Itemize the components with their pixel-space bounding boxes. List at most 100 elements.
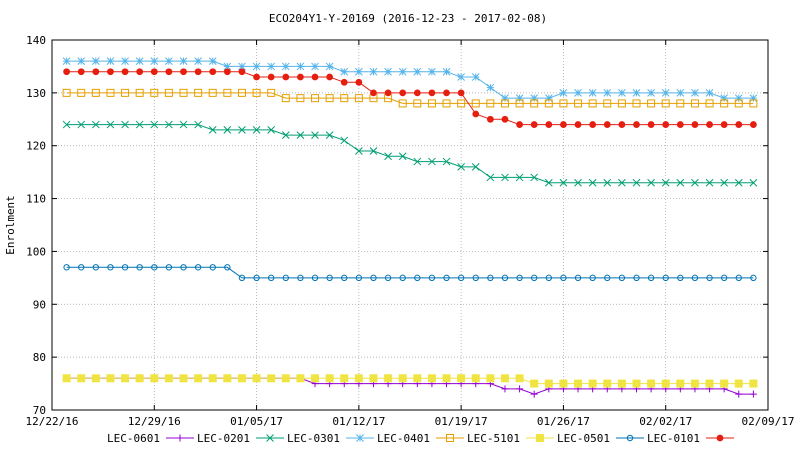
data-point <box>720 178 729 187</box>
data-point <box>107 68 114 76</box>
data-point <box>559 379 568 388</box>
data-point <box>471 163 480 171</box>
series-layer <box>62 57 758 398</box>
legend-entry-lec-5101: LEC-5101 <box>467 432 554 445</box>
data-point <box>413 157 422 166</box>
data-point <box>720 99 729 108</box>
data-point <box>443 274 450 282</box>
data-point <box>150 88 159 97</box>
data-point <box>223 62 232 71</box>
data-point <box>530 173 539 182</box>
data-point <box>501 115 509 123</box>
legend-label: LEC-0201 <box>197 432 250 445</box>
data-point <box>252 62 261 71</box>
data-point <box>530 94 539 102</box>
data-point <box>165 57 173 65</box>
data-point <box>165 68 173 76</box>
legend-entry-lec-0401: LEC-0401 <box>377 432 464 445</box>
data-point <box>194 57 202 65</box>
data-point <box>413 374 422 383</box>
data-point <box>676 89 685 97</box>
data-point <box>750 274 757 282</box>
data-point <box>515 173 524 182</box>
data-point <box>661 99 670 108</box>
data-point <box>632 178 641 187</box>
data-point <box>588 89 597 97</box>
data-point <box>398 67 407 76</box>
data-point <box>106 374 115 383</box>
data-point <box>427 99 436 108</box>
y-tick-label: 140 <box>26 34 46 47</box>
data-point <box>238 126 246 134</box>
data-point <box>690 379 699 388</box>
data-point <box>647 121 655 128</box>
data-point <box>398 152 407 161</box>
data-point <box>457 89 465 97</box>
data-point <box>531 274 538 282</box>
data-point <box>486 99 495 108</box>
data-point <box>705 89 714 97</box>
data-point <box>356 434 364 442</box>
data-point <box>676 99 685 108</box>
data-point <box>179 88 188 97</box>
data-point <box>208 88 217 97</box>
data-point <box>78 264 85 271</box>
data-point <box>384 152 392 161</box>
y-tick-label: 110 <box>26 193 46 206</box>
data-point <box>62 374 71 383</box>
data-point <box>224 264 231 271</box>
data-point <box>617 99 626 108</box>
data-point <box>223 374 232 383</box>
data-point <box>443 89 450 97</box>
data-point <box>516 121 523 128</box>
data-point <box>501 94 509 102</box>
data-point <box>91 88 100 97</box>
data-point <box>705 178 714 187</box>
data-point <box>574 379 583 388</box>
data-point <box>150 120 159 129</box>
data-point <box>121 120 129 129</box>
series-line <box>66 92 754 104</box>
data-point <box>647 379 656 388</box>
data-point <box>63 68 71 76</box>
data-point <box>266 434 274 442</box>
data-point <box>340 67 349 76</box>
data-point <box>296 62 305 71</box>
x-tick-label: 01/26/17 <box>537 415 590 428</box>
data-point <box>150 68 158 76</box>
data-point <box>647 89 655 97</box>
data-point <box>340 94 349 103</box>
data-point <box>588 178 597 187</box>
data-point <box>91 374 100 383</box>
data-point <box>413 99 422 108</box>
data-point <box>369 67 378 76</box>
data-point <box>165 120 173 129</box>
data-point <box>589 274 596 282</box>
data-point <box>560 274 567 282</box>
data-point <box>136 68 144 76</box>
data-point <box>530 121 538 128</box>
data-point <box>486 115 494 123</box>
data-point <box>559 89 568 97</box>
data-point <box>632 89 641 97</box>
chart-title: ECO204Y1-Y-20169 (2016-12-23 - 2017-02-0… <box>269 12 547 25</box>
data-point <box>413 89 421 97</box>
data-point <box>63 264 70 271</box>
data-point <box>370 274 377 282</box>
data-point <box>691 89 699 97</box>
data-point <box>121 57 129 65</box>
data-point <box>281 374 290 383</box>
data-point <box>716 434 724 442</box>
data-point <box>282 274 289 282</box>
data-point <box>194 120 202 129</box>
data-point <box>676 178 685 187</box>
data-point <box>384 274 392 282</box>
y-tick-labels: 70 80 90 100 110 120 130 140 <box>26 34 46 417</box>
data-point <box>370 89 377 97</box>
data-point <box>194 88 203 97</box>
data-point <box>340 374 349 383</box>
data-point <box>706 121 713 128</box>
data-point <box>164 374 173 383</box>
data-point <box>749 99 758 108</box>
data-point <box>135 57 144 65</box>
